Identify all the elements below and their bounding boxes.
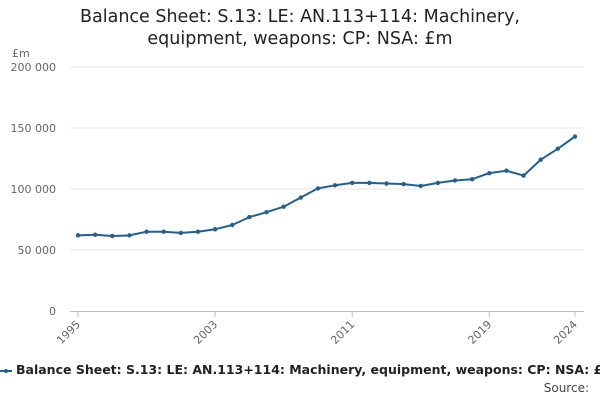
x-tick-label: 2011 xyxy=(328,318,357,347)
data-point[interactable] xyxy=(401,181,406,187)
data-point[interactable] xyxy=(555,146,561,151)
data-point[interactable] xyxy=(212,227,218,232)
series-group xyxy=(75,134,578,239)
y-tick-label: 150 000 xyxy=(11,122,57,135)
legend-marker-icon xyxy=(0,365,12,377)
data-point[interactable] xyxy=(469,177,475,182)
data-point[interactable] xyxy=(384,181,389,186)
data-point[interactable] xyxy=(195,229,201,234)
data-point[interactable] xyxy=(435,180,441,186)
x-axis-ticks: 1995 2003 2011 2019 2024 xyxy=(54,311,580,347)
chart-title-line-2: equipment, weapons: CP: NSA: £m xyxy=(147,29,453,49)
data-point[interactable] xyxy=(367,180,372,186)
data-point[interactable] xyxy=(504,168,509,173)
data-point[interactable] xyxy=(332,183,338,188)
legend-label: Balance Sheet: S.13: LE: AN.113+114: Mac… xyxy=(16,362,600,377)
y-tick-label: 0 xyxy=(49,305,56,318)
y-axis-unit-label: £m xyxy=(12,47,30,60)
data-point[interactable] xyxy=(281,204,286,209)
grid-lines xyxy=(70,66,584,251)
data-point[interactable] xyxy=(538,157,543,162)
data-point[interactable] xyxy=(521,173,526,178)
data-point[interactable] xyxy=(247,214,252,220)
data-point[interactable] xyxy=(110,233,115,239)
data-point[interactable] xyxy=(75,233,81,238)
data-point[interactable] xyxy=(178,230,184,236)
y-tick-label: 100 000 xyxy=(11,183,57,196)
data-point[interactable] xyxy=(230,222,235,228)
x-tick-label: 2024 xyxy=(551,318,580,347)
x-tick-label: 2019 xyxy=(465,318,494,347)
data-point[interactable] xyxy=(144,229,149,234)
data-point[interactable] xyxy=(572,134,578,139)
data-point[interactable] xyxy=(350,180,355,186)
series-line xyxy=(77,135,576,237)
data-point[interactable] xyxy=(92,232,98,237)
data-point[interactable] xyxy=(298,195,303,200)
x-tick-label: 2003 xyxy=(191,318,220,347)
data-point[interactable] xyxy=(127,233,132,238)
legend: Balance Sheet: S.13: LE: AN.113+114: Mac… xyxy=(0,362,600,377)
x-tick-label: 1995 xyxy=(54,318,83,347)
y-tick-label: 50 000 xyxy=(18,244,57,257)
y-axis-ticks: 0 50 000 100 000 150 000 200 000 xyxy=(11,61,57,318)
data-point[interactable] xyxy=(418,183,423,189)
chart-title: Balance Sheet: S.13: LE: AN.113+114: Mac… xyxy=(0,6,600,50)
data-point[interactable] xyxy=(452,178,458,183)
data-point[interactable] xyxy=(487,170,492,176)
data-point[interactable] xyxy=(315,186,321,191)
source-label: Source: xyxy=(543,381,589,395)
y-tick-label: 200 000 xyxy=(11,61,57,74)
chart-title-line-1: Balance Sheet: S.13: LE: AN.113+114: Mac… xyxy=(80,7,520,27)
data-point[interactable] xyxy=(161,229,166,234)
data-point[interactable] xyxy=(264,209,269,215)
